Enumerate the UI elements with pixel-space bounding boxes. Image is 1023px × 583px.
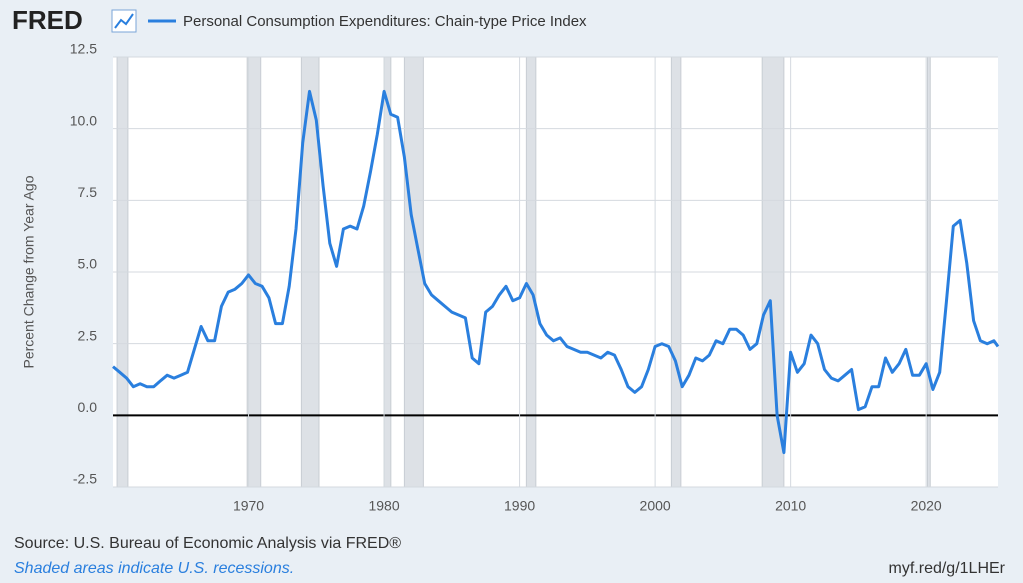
y-tick-label: 5.0 <box>78 256 98 272</box>
y-tick-label: 12.5 <box>70 41 97 57</box>
y-tick-label: 0.0 <box>78 399 98 415</box>
x-tick-label: 2020 <box>911 498 942 514</box>
y-tick-label: 2.5 <box>78 327 98 343</box>
recession-note: Shaded areas indicate U.S. recessions. <box>14 560 294 577</box>
short-url[interactable]: myf.red/g/1LHEr <box>889 560 1006 577</box>
x-tick-label: 1990 <box>504 498 535 514</box>
y-axis-label: Percent Change from Year Ago <box>21 175 37 368</box>
legend-label: Personal Consumption Expenditures: Chain… <box>183 13 587 30</box>
y-tick-label: 10.0 <box>70 112 97 128</box>
x-tick-label: 1980 <box>368 498 399 514</box>
logo: FRED <box>12 5 83 35</box>
y-tick-label: -2.5 <box>73 471 97 487</box>
series-line <box>112 89 1000 455</box>
source: Source: U.S. Bureau of Economic Analysis… <box>14 535 401 552</box>
x-tick-label: 2010 <box>775 498 806 514</box>
x-tick-label: 1970 <box>233 498 264 514</box>
x-tick-label: 2000 <box>640 498 671 514</box>
logo-icon <box>111 9 137 33</box>
y-tick-label: 7.5 <box>78 184 98 200</box>
